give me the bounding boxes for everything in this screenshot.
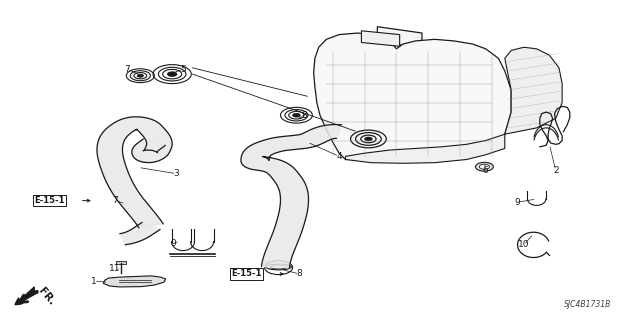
Polygon shape	[120, 222, 160, 245]
Polygon shape	[505, 47, 562, 134]
Circle shape	[168, 72, 177, 77]
Text: 8: 8	[301, 111, 307, 120]
Circle shape	[292, 113, 300, 117]
Text: 3: 3	[173, 169, 179, 178]
Polygon shape	[97, 117, 172, 228]
Bar	[116, 261, 126, 264]
Circle shape	[476, 162, 493, 171]
Text: 10: 10	[518, 241, 530, 249]
Ellipse shape	[266, 264, 291, 270]
Polygon shape	[346, 134, 505, 163]
Polygon shape	[241, 124, 342, 267]
Text: E-15-1: E-15-1	[34, 196, 65, 205]
Text: E-15-1: E-15-1	[232, 270, 262, 278]
Ellipse shape	[270, 265, 287, 269]
Circle shape	[479, 164, 490, 169]
Text: 5: 5	[180, 65, 186, 74]
Text: 8: 8	[297, 270, 303, 278]
Polygon shape	[362, 31, 399, 46]
Text: 1: 1	[91, 277, 97, 286]
Text: 11: 11	[109, 264, 120, 273]
Text: 2: 2	[553, 166, 559, 175]
Polygon shape	[314, 33, 511, 160]
Polygon shape	[378, 27, 422, 47]
Text: 4: 4	[336, 152, 342, 161]
Text: 7: 7	[112, 196, 118, 205]
Text: 9: 9	[515, 198, 520, 207]
Circle shape	[365, 137, 372, 141]
Text: 9: 9	[171, 239, 176, 248]
Text: FR.: FR.	[36, 286, 56, 307]
Text: SJC4B1731B: SJC4B1731B	[564, 300, 611, 309]
Polygon shape	[103, 276, 166, 287]
Circle shape	[137, 74, 143, 77]
Text: 6: 6	[483, 166, 488, 175]
Text: 7: 7	[125, 65, 131, 74]
